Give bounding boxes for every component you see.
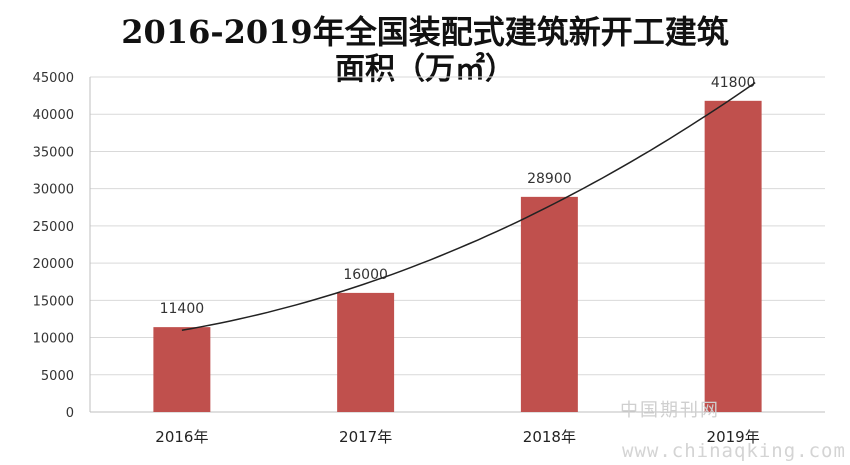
bar: [153, 327, 211, 412]
x-tick-label: 2017年: [339, 428, 392, 446]
y-tick-label: 25000: [33, 220, 74, 235]
y-tick-label: 40000: [33, 108, 74, 123]
y-tick-label: 45000: [33, 71, 74, 86]
watermark-text-url: www.chinaqking.com: [622, 440, 846, 462]
y-tick-label: 0: [66, 406, 74, 421]
data-label: 28900: [527, 171, 572, 187]
bar: [704, 100, 762, 413]
chart-title-block: 2016-2019年全国装配式建筑新开工建筑 面积（万㎡）: [40, 10, 810, 92]
data-label: 16000: [343, 267, 388, 283]
x-tick-label: 2018年: [523, 428, 576, 446]
data-label: 41800: [711, 75, 756, 91]
y-tick-label: 5000: [41, 369, 74, 384]
bar: [337, 292, 395, 412]
x-tick-label: 2016年: [155, 428, 208, 446]
bar: [520, 196, 578, 412]
y-tick-label: 35000: [33, 145, 74, 160]
y-tick-label: 10000: [33, 332, 74, 347]
x-tick-label: 2019年: [707, 428, 760, 446]
y-tick-label: 15000: [33, 294, 74, 309]
y-tick-label: 20000: [33, 257, 74, 272]
trendline: [181, 81, 756, 331]
watermark-text-cn: 中国期刊网: [620, 400, 720, 421]
chart-title: 2016-2019年全国装配式建筑新开工建筑: [121, 13, 729, 51]
y-tick-label: 30000: [33, 183, 74, 198]
data-label: 11400: [160, 301, 205, 317]
chart-subtitle: 面积（万㎡）: [335, 52, 515, 87]
